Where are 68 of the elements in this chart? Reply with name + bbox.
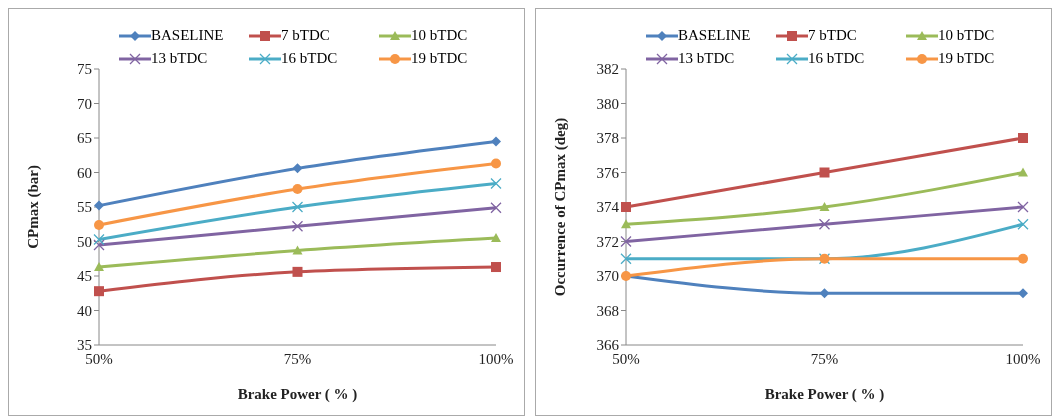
y-tick-label: 368 [596,302,619,319]
point [491,262,501,273]
legend-label: 13 bTDC [678,50,735,67]
legend-label: 10 bTDC [411,27,468,44]
x-axis-title: Brake Power ( % ) [237,386,358,403]
y-tick-label: 70 [77,95,92,112]
point [1017,218,1029,230]
legend-label: 19 bTDC [938,50,995,67]
y-tick-label: 370 [596,268,619,285]
point [94,200,104,211]
y-tick-label: 65 [77,130,92,147]
point [94,262,104,272]
point [819,202,830,211]
point [1018,133,1028,143]
y-tick-label: 50 [77,233,92,250]
legend-label: BASELINE [151,27,224,44]
legend-label: 16 bTDC [281,50,338,67]
y-tick-label: 378 [596,130,619,147]
point [1018,253,1028,264]
y-tick-label: 55 [77,199,92,216]
point [1018,288,1028,299]
point [1018,167,1028,177]
point [490,202,502,214]
point [491,233,501,243]
y-axis-title: CPmax (bar) [25,165,43,249]
legend-label: 16 bTDC [808,50,865,67]
point [621,202,631,212]
y-tick-label: 40 [77,302,92,319]
x-tick-label: 100% [478,350,514,367]
legend-label: 19 bTDC [411,50,468,67]
point [621,219,631,229]
point [292,163,303,174]
x-tick-label: 100% [1005,350,1041,367]
x-tick-label: 75% [810,350,839,367]
point [1017,201,1029,213]
y-tick-label: 60 [77,164,92,181]
point [292,245,303,255]
y-axis-title: Occurrence of CPmax (deg) [552,117,570,297]
point [620,235,632,248]
legend-label: BASELINE [678,27,751,44]
y-tick-label: 376 [596,164,620,181]
legend-label: 13 bTDC [151,50,208,67]
point [93,233,105,246]
point [491,136,501,147]
x-axis-title: Brake Power ( % ) [764,386,885,403]
point [93,239,105,251]
legend-label: 7 bTDC [281,27,330,44]
y-tick-label: 382 [596,61,619,78]
point [292,184,303,195]
point [94,286,104,297]
y-tick-label: 45 [77,268,92,285]
point [818,218,831,230]
x-tick-label: 75% [283,350,312,367]
y-tick-label: 374 [596,199,620,216]
point [819,288,830,299]
y-tick-label: 372 [596,233,619,250]
y-tick-label: 75 [77,61,92,78]
y-tick-label: 380 [596,95,619,112]
legend-label: 10 bTDC [938,27,995,44]
legend-label: 7 bTDC [808,27,857,44]
point [292,266,303,277]
point [291,220,304,232]
point [291,201,304,213]
point [490,177,502,190]
point [491,158,501,169]
point [620,253,632,265]
point [819,167,830,178]
point [94,219,104,230]
